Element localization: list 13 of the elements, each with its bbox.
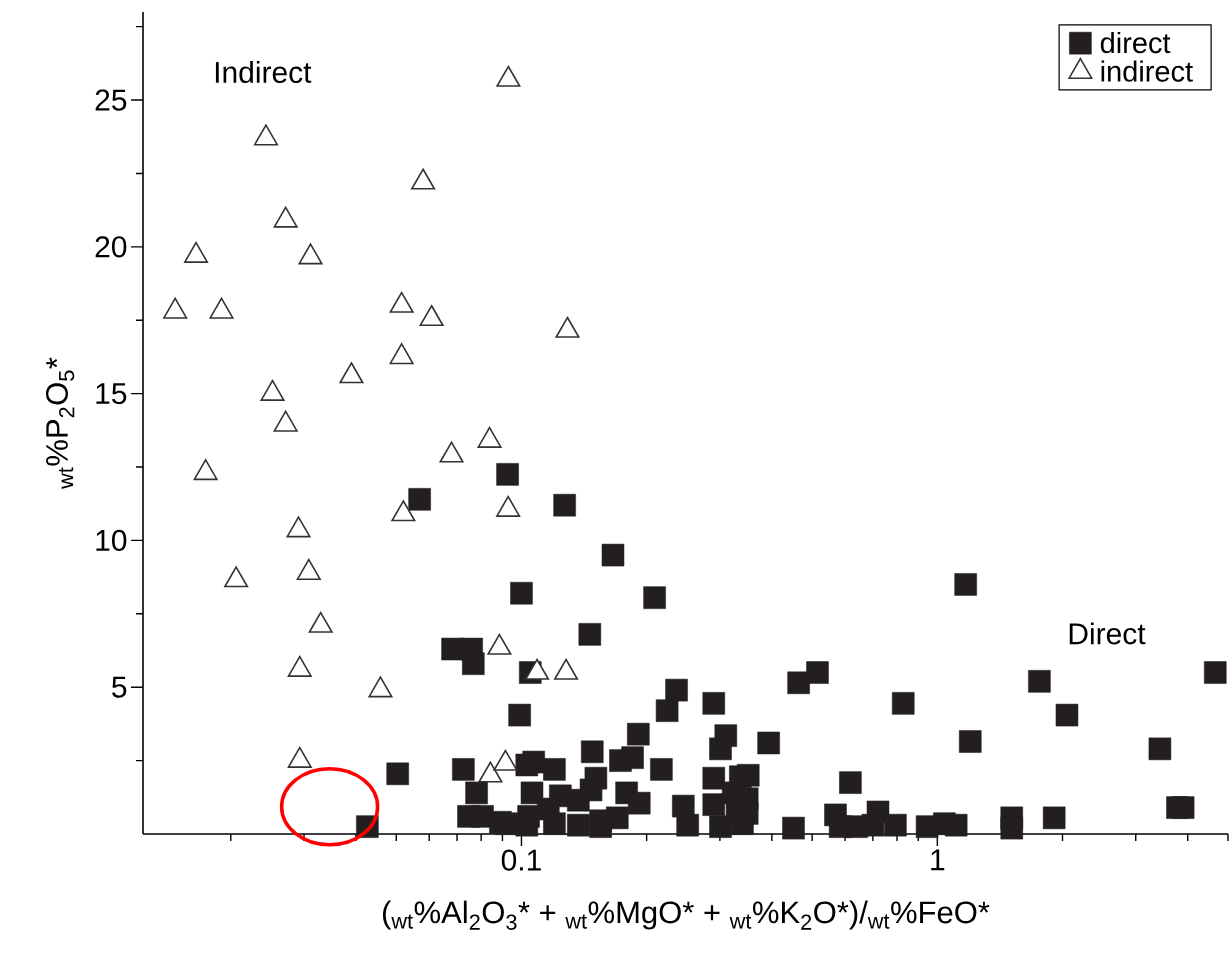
y-tick-label: 25 — [95, 89, 127, 111]
x-tick-label: 0.1 — [501, 849, 541, 871]
legend-label: indirect — [1101, 60, 1193, 82]
legend-label: direct — [1100, 31, 1171, 54]
annotation: Direct — [1069, 622, 1146, 645]
y-tick-label: 5 — [112, 676, 127, 698]
y-tick-label: 20 — [95, 236, 127, 258]
y-axis-title: $_{wt}$%P$_{2}$O$_{5}$* — [46, 357, 75, 489]
x-tick-label: 1 — [931, 849, 945, 871]
y-tick-label: 10 — [96, 529, 127, 552]
y-tick-label: 15 — [96, 383, 127, 405]
annotation: Indirect — [215, 60, 312, 84]
text: ($_{wt}$%Al$_{2}$O$_{3}$* + $_{wt}$%MgO* + $_{wt}$%K$_{2}$O*)/$_{wt}$%FeO* — [382, 900, 990, 930]
